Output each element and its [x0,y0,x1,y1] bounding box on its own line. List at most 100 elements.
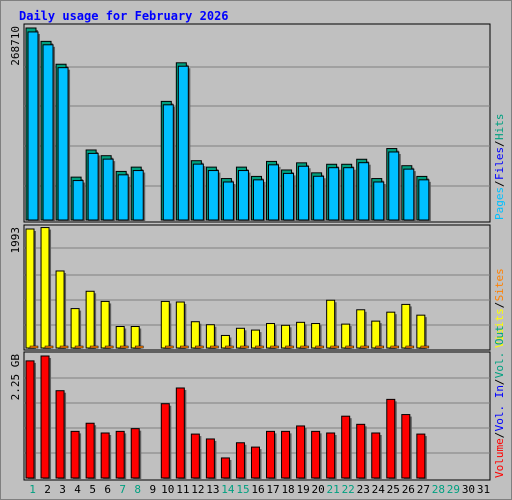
bar-pages-19 [298,165,310,221]
bar-sites-25 [390,345,400,349]
legend-entry-visits: Visits [493,308,506,348]
bar-visits-17 [266,323,276,349]
bar-visits-8 [130,326,140,349]
x-tick-label-30: 30 [462,483,475,496]
bar-visits-26 [401,303,411,349]
bar-pages-20 [313,175,325,221]
bar-pages-15 [237,170,249,221]
bar-volume-10 [160,403,170,479]
bar-volume-16 [250,446,260,479]
bar-sites-23 [360,345,369,349]
bar-pages-26 [403,168,415,221]
bar-pages-27 [418,179,430,221]
y-tick-label: 2.25 GB [9,354,22,401]
panel-volume: 2.25 GB Volume/Vol. In/Vol. Out [9,325,506,481]
x-tick-label-14: 14 [221,483,235,496]
bar-sites-3 [59,345,69,349]
x-tick-label-3: 3 [59,483,66,496]
bar-sites-11 [180,345,189,349]
bar-visits-22 [341,323,351,349]
bar-pages-22 [343,167,355,221]
x-tick-label-24: 24 [372,483,386,496]
bar-pages-7 [117,174,129,221]
bar-volume-13 [205,438,215,479]
bar-pages-21 [328,167,340,221]
x-tick-label-9: 9 [149,483,156,496]
bar-sites-15 [240,345,249,349]
bar-pages-18 [283,172,295,221]
legend-entry-sites: Sites [493,268,506,301]
bar-sites-5 [89,345,99,349]
bar-visits-20 [311,323,321,349]
bar-sites-13 [210,345,219,349]
bar-sites-18 [285,345,294,349]
legend-entry-hits: Hits [493,114,506,141]
x-tick-label-16: 16 [251,483,264,496]
bar-volume-19 [296,425,306,479]
x-tick-label-23: 23 [357,483,370,496]
bar-sites-1 [29,345,39,349]
bar-visits-6 [100,300,110,349]
bar-volume-2 [40,355,50,479]
x-tick-label-1: 1 [29,483,36,496]
bar-visits-1 [25,228,35,349]
legend-visits-sites: Visits/Sites [493,268,506,348]
bar-visits-27 [416,314,426,349]
panel-visits-sites: 1993 Visits/Sites [9,224,506,351]
bar-volume-24 [371,432,381,479]
bars-hits-files-pages [25,27,431,223]
x-tick-label-28: 28 [432,483,445,496]
x-tick-label-4: 4 [74,483,81,496]
bar-visits-13 [205,324,215,349]
bar-pages-11 [177,65,189,221]
bar-visits-10 [160,300,170,349]
bars-volume [25,355,427,480]
bar-pages-4 [72,180,84,221]
x-tick-label-11: 11 [176,483,189,496]
x-tick-label-19: 19 [296,483,309,496]
bar-sites-24 [375,345,384,349]
bar-visits-23 [356,309,366,349]
bar-pages-13 [207,170,219,221]
bar-volume-1 [25,360,35,479]
bar-volume-21 [326,432,336,479]
bar-pages-3 [57,67,69,221]
bar-volume-14 [220,457,230,479]
bar-volume-15 [235,442,245,479]
bar-volume-18 [281,430,291,479]
bar-pages-24 [373,181,385,221]
x-tick-label-5: 5 [89,483,96,496]
bar-volume-3 [55,390,65,479]
bar-sites-16 [255,345,264,349]
legend-volume: Volume/Vol. In/Vol. Out [493,325,506,478]
bar-volume-17 [266,430,276,479]
bar-pages-12 [192,163,204,221]
bar-pages-14 [222,181,234,221]
bar-sites-10 [165,345,174,349]
x-tick-label-31: 31 [477,483,490,496]
legend-entry-pages: Pages [493,187,506,220]
bar-sites-12 [195,345,204,349]
bar-pages-17 [268,164,280,221]
bar-visits-16 [250,329,260,349]
legend-separator: / [493,180,506,187]
x-tick-label-17: 17 [266,483,279,496]
bar-visits-12 [190,321,200,349]
bar-pages-5 [87,152,99,221]
bar-sites-8 [134,345,144,349]
bar-volume-6 [100,432,110,479]
bar-volume-4 [70,430,80,479]
bar-sites-27 [420,345,430,349]
legend-entry-vol-out: Vol. Out [493,325,506,378]
bar-pages-16 [252,179,264,221]
x-tick-label-13: 13 [206,483,219,496]
bar-volume-26 [401,414,411,479]
bar-volume-5 [85,422,95,479]
x-tick-label-15: 15 [236,483,249,496]
bar-volume-8 [130,428,140,479]
x-tick-label-22: 22 [342,483,355,496]
x-tick-label-29: 29 [447,483,460,496]
bar-volume-22 [341,415,351,479]
